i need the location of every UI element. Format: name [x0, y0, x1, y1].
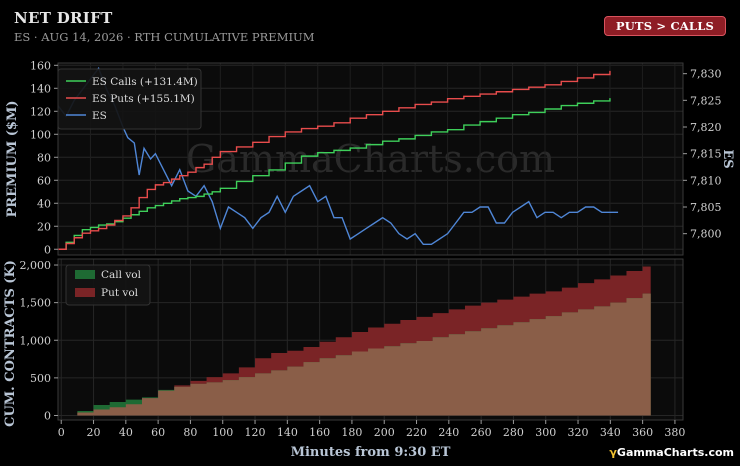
overlap-vol-area — [61, 289, 651, 416]
y-tick-label-premium: 140 — [30, 82, 51, 95]
page-title: NET DRIFT — [14, 9, 113, 27]
y-tick-label-contracts: 2,000 — [20, 259, 52, 272]
y-tick-label-premium: 40 — [37, 197, 51, 210]
x-tick-label: 200 — [374, 426, 395, 439]
brand-text: GammaCharts.com — [616, 446, 734, 459]
x-tick-label: 240 — [438, 426, 459, 439]
y-tick-label-premium: 160 — [30, 59, 51, 72]
premium-panel-border — [57, 62, 684, 256]
legend-swatch-call-vol — [75, 270, 95, 279]
y-tick-label-contracts: 1,000 — [20, 334, 52, 347]
x-tick-label: 220 — [406, 426, 427, 439]
y-tick-label-contracts: 0 — [44, 409, 51, 422]
y-tick-label-es: 7,820 — [690, 121, 722, 134]
x-axis-label: Minutes from 9:30 ET — [291, 445, 451, 460]
y-axis-label-premium: PREMIUM ($M) — [5, 101, 20, 218]
x-tick-label: 120 — [245, 426, 266, 439]
y-tick-label-premium: 20 — [37, 220, 51, 233]
premium-legend-box — [57, 68, 202, 130]
x-tick-label: 0 — [58, 426, 65, 439]
legend-label-puts: ES Puts (+155.1M) — [92, 93, 195, 105]
x-tick-label: 20 — [87, 426, 101, 439]
y-axis-label-es: ES — [720, 149, 735, 168]
x-tick-label: 180 — [341, 426, 362, 439]
brand-logo: γGammaCharts.com — [609, 446, 734, 459]
watermark-text: GammaCharts.com — [186, 137, 555, 181]
y-tick-label-premium: 0 — [44, 243, 51, 256]
y-tick-label-es: 7,810 — [690, 174, 722, 187]
x-tick-label: 320 — [568, 426, 589, 439]
y-tick-label-premium: 120 — [30, 105, 51, 118]
x-tick-label: 380 — [664, 426, 685, 439]
y-tick-label-es: 7,800 — [690, 228, 722, 241]
status-badge: PUTS > CALLS — [603, 16, 726, 36]
y-tick-label-es: 7,815 — [690, 148, 722, 161]
x-tick-label: 140 — [277, 426, 298, 439]
x-tick-label: 280 — [503, 426, 524, 439]
y-tick-label-contracts: 1,500 — [20, 297, 52, 310]
x-tick-label: 60 — [151, 426, 165, 439]
legend-label-es: ES — [92, 110, 107, 122]
y-tick-label-es: 7,825 — [690, 94, 722, 107]
x-tick-label: 360 — [632, 426, 653, 439]
es-price-line — [57, 66, 619, 246]
y-tick-label-es: 7,805 — [690, 201, 722, 214]
x-tick-label: 40 — [119, 426, 133, 439]
es-puts-line — [58, 70, 611, 250]
gamma-logo-icon: γ — [609, 446, 617, 459]
legend-label-call-vol: Call vol — [101, 269, 142, 281]
y-tick-label-premium: 60 — [37, 174, 51, 187]
x-tick-label: 300 — [535, 426, 556, 439]
x-tick-label: 80 — [183, 426, 197, 439]
y-tick-label-premium: 100 — [30, 128, 51, 141]
y-tick-label-es: 7,830 — [690, 68, 722, 81]
x-tick-label: 340 — [600, 426, 621, 439]
page-subtitle: ES · AUG 14, 2026 · RTH CUMULATIVE PREMI… — [14, 30, 315, 44]
legend-label-calls: ES Calls (+131.4M) — [92, 76, 198, 88]
x-tick-label: 260 — [471, 426, 492, 439]
y-tick-label-premium: 80 — [37, 151, 51, 164]
y-axis-label-contracts: CUM. CONTRACTS (K) — [3, 260, 18, 427]
es-calls-line — [58, 98, 611, 250]
x-tick-label: 100 — [212, 426, 233, 439]
x-tick-label: 160 — [309, 426, 330, 439]
y-tick-label-contracts: 500 — [30, 372, 51, 385]
legend-swatch-put-vol — [75, 288, 95, 297]
legend-label-put-vol: Put vol — [101, 287, 139, 299]
contracts-panel-border — [57, 258, 684, 421]
